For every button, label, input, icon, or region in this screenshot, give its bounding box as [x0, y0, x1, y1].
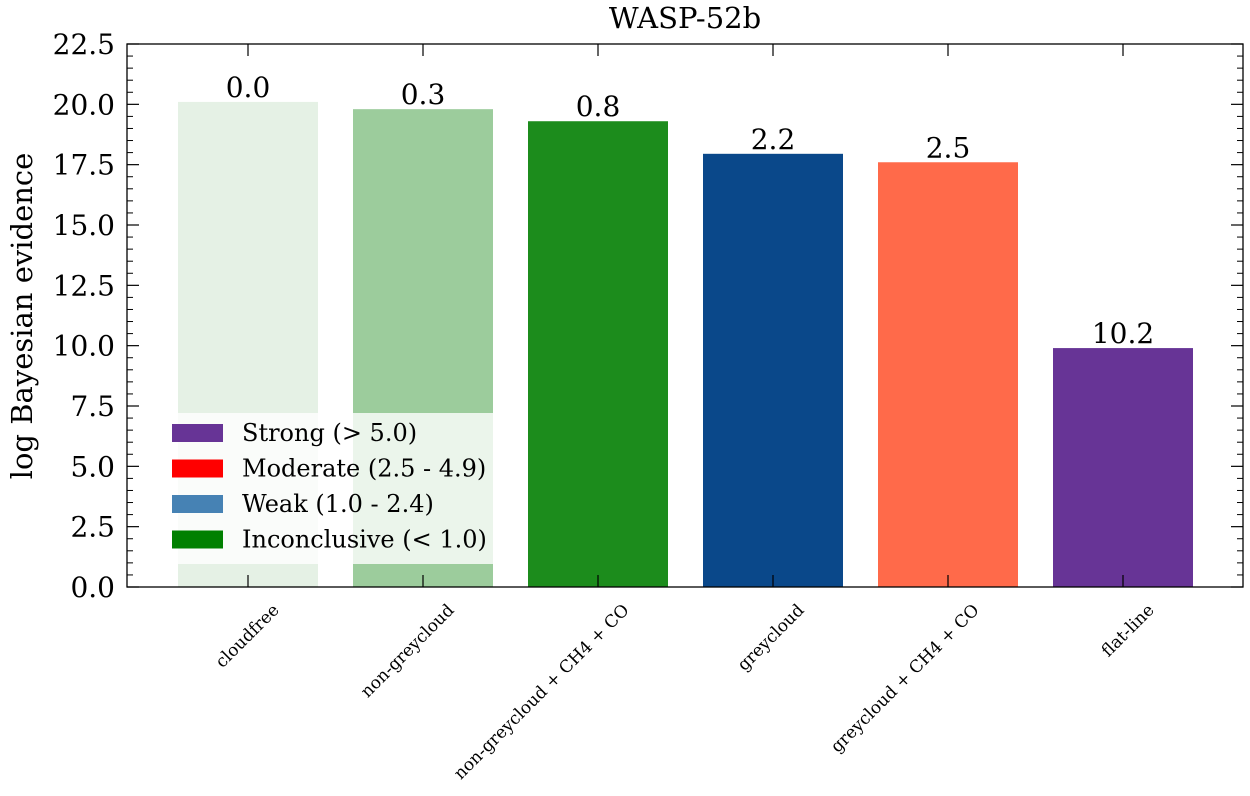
y-tick-label-6: 15.0 — [53, 209, 115, 242]
y-tick-label-5: 12.5 — [53, 269, 115, 302]
bar-3 — [703, 153, 843, 587]
legend-swatch-1 — [172, 459, 223, 478]
y-tick-label-7: 17.5 — [53, 149, 115, 182]
x-tick-label-5: flat-line — [1098, 600, 1159, 661]
legend-label-2: Weak (1.0 - 2.4) — [242, 490, 434, 518]
plot-frame — [126, 43, 1244, 588]
bar-value-label-5: 10.2 — [1092, 317, 1154, 350]
x-tick-label-2: non-greycloud + CH4 + CO — [450, 600, 633, 783]
y-tick-label-3: 7.5 — [70, 390, 115, 423]
bars-group — [178, 101, 1193, 588]
y-tick-label-2: 5.0 — [70, 450, 115, 483]
x-tick-label-4: greycloud + CH4 + CO — [827, 600, 984, 757]
y-axis-label: log Bayesian evidence — [5, 153, 39, 480]
bar-value-label-0: 0.0 — [226, 71, 271, 104]
y-tick-label-0: 0.0 — [70, 571, 115, 604]
y-tick-label-9: 22.5 — [53, 28, 115, 61]
x-tick-label-0: cloudfree — [212, 600, 284, 672]
legend-label-3: Inconclusive (< 1.0) — [242, 526, 487, 554]
y-tick-labels-group: 0.0 2.5 5.0 7.5 10.0 12.5 15.0 17.5 20.0 22.5 — [53, 28, 115, 604]
chart-title: WASP-52b — [609, 1, 761, 35]
legend-label-1: Moderate (2.5 - 4.9) — [242, 455, 486, 483]
y-tick-label-1: 2.5 — [70, 511, 115, 544]
legend-swatch-0 — [172, 424, 223, 442]
legend-label-0: Strong (> 5.0) — [242, 419, 417, 447]
legend: Strong (> 5.0) Moderate (2.5 - 4.9) Weak (… — [163, 413, 505, 564]
bar-value-label-1: 0.3 — [401, 78, 446, 111]
ticks-group — [127, 43, 1243, 588]
bar-5 — [1053, 348, 1193, 587]
legend-swatch-2 — [172, 495, 223, 513]
bar-value-label-2: 0.8 — [576, 90, 621, 123]
bar-value-label-4: 2.5 — [926, 131, 971, 164]
bar-2 — [528, 121, 668, 587]
y-tick-label-8: 20.0 — [53, 88, 115, 121]
bar-4 — [878, 162, 1018, 587]
x-tick-label-3: greycloud — [734, 600, 809, 675]
y-tick-label-4: 10.0 — [53, 330, 115, 363]
x-tick-label-1: non-greycloud — [357, 600, 459, 702]
legend-swatch-3 — [172, 530, 223, 549]
bar-labels-group: 0.0 0.3 0.8 2.2 2.5 10.2 — [226, 71, 1154, 350]
bar-value-label-3: 2.2 — [751, 123, 796, 156]
